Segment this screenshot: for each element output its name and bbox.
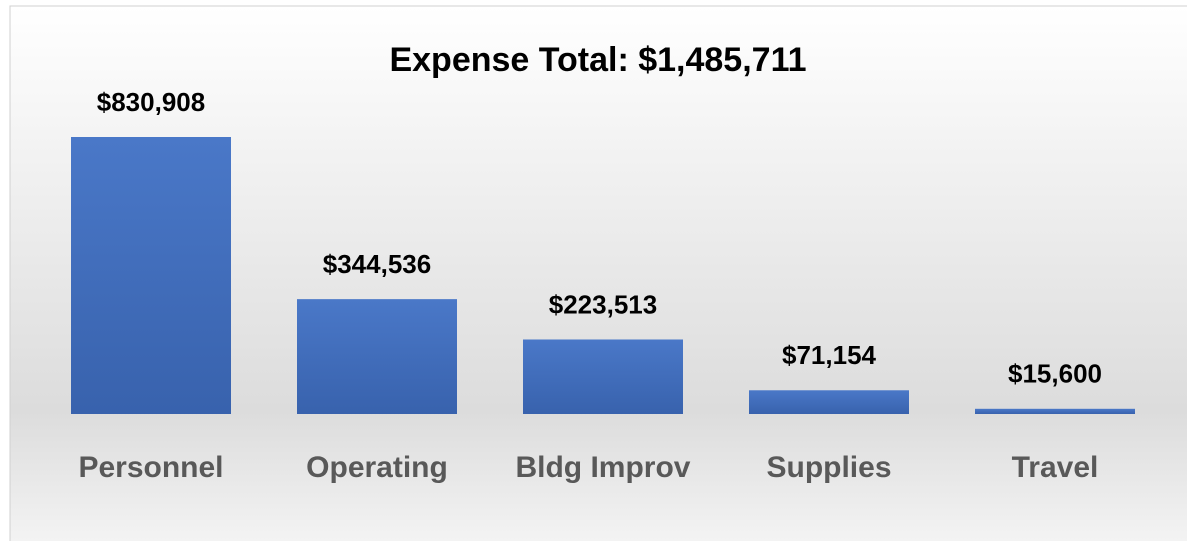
x-tick-label: Travel bbox=[1012, 451, 1099, 484]
bar bbox=[749, 390, 909, 414]
x-tick-label: Personnel bbox=[78, 451, 223, 484]
value-label: $344,536 bbox=[323, 249, 431, 279]
x-tick-label: Bldg Improv bbox=[515, 451, 690, 484]
bar bbox=[523, 339, 683, 414]
value-label: $223,513 bbox=[549, 289, 657, 319]
value-label: $71,154 bbox=[782, 340, 877, 370]
bar bbox=[975, 408, 1135, 414]
x-tick-label: Supplies bbox=[766, 451, 891, 484]
value-label: $830,908 bbox=[97, 87, 205, 117]
x-tick-label: Operating bbox=[306, 451, 448, 484]
value-label: $15,600 bbox=[1008, 359, 1102, 389]
chart-title: Expense Total: $1,485,711 bbox=[389, 41, 806, 79]
bar bbox=[297, 299, 457, 414]
bar bbox=[71, 137, 231, 414]
